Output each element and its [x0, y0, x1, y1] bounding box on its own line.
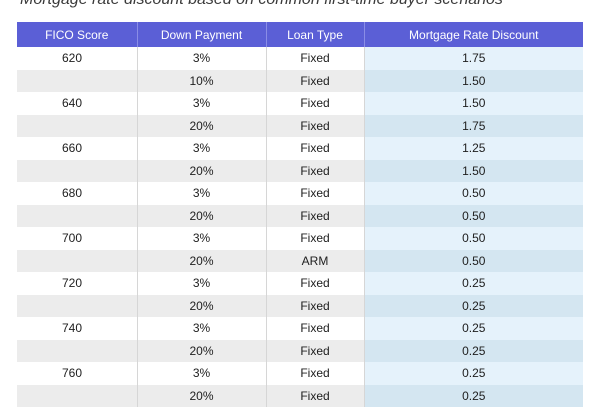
rate-discount-cell: 0.25 — [364, 295, 583, 318]
fico-score-cell — [17, 295, 137, 318]
rate-discount-cell: 0.25 — [364, 385, 583, 407]
down-payment-cell: 3% — [137, 182, 266, 205]
header-down-payment: Down Payment — [137, 22, 266, 47]
down-payment-cell: 3% — [137, 317, 266, 340]
down-payment-cell: 3% — [137, 362, 266, 385]
loan-type-cell: Fixed — [266, 272, 364, 295]
rate-discount-cell: 0.25 — [364, 317, 583, 340]
fico-score-cell — [17, 115, 137, 138]
loan-type-cell: Fixed — [266, 295, 364, 318]
rate-discount-cell: 1.50 — [364, 92, 583, 115]
loan-type-cell: Fixed — [266, 115, 364, 138]
down-payment-cell: 20% — [137, 115, 266, 138]
rate-discount-cell: 1.75 — [364, 115, 583, 138]
down-payment-cell: 3% — [137, 227, 266, 250]
loan-type-cell: Fixed — [266, 317, 364, 340]
fico-score-cell: 740 — [17, 317, 137, 340]
loan-type-cell: Fixed — [266, 340, 364, 363]
fico-score-cell: 760 — [17, 362, 137, 385]
rate-discount-table: FICO Score Down Payment Loan Type Mortga… — [17, 22, 583, 407]
loan-type-cell: ARM — [266, 250, 364, 273]
down-payment-cell: 20% — [137, 385, 266, 407]
loan-type-cell: Fixed — [266, 385, 364, 407]
down-payment-cell: 20% — [137, 160, 266, 183]
rate-discount-cell: 0.25 — [364, 362, 583, 385]
fico-score-cell — [17, 70, 137, 93]
fico-score-cell: 680 — [17, 182, 137, 205]
loan-type-cell: Fixed — [266, 92, 364, 115]
down-payment-cell: 20% — [137, 250, 266, 273]
fico-score-cell: 660 — [17, 137, 137, 160]
rate-discount-cell: 1.50 — [364, 160, 583, 183]
down-payment-cell: 3% — [137, 92, 266, 115]
header-loan-type: Loan Type — [266, 22, 364, 47]
down-payment-cell: 3% — [137, 272, 266, 295]
down-payment-cell: 3% — [137, 47, 266, 70]
loan-type-cell: Fixed — [266, 70, 364, 93]
fico-score-cell: 620 — [17, 47, 137, 70]
down-payment-cell: 3% — [137, 137, 266, 160]
fico-score-cell — [17, 160, 137, 183]
rate-discount-cell: 0.50 — [364, 250, 583, 273]
header-rate-discount: Mortgage Rate Discount — [364, 22, 583, 47]
header-fico-score: FICO Score — [17, 22, 137, 47]
loan-type-cell: Fixed — [266, 137, 364, 160]
fico-score-cell — [17, 340, 137, 363]
loan-type-cell: Fixed — [266, 160, 364, 183]
fico-score-cell — [17, 385, 137, 407]
down-payment-cell: 20% — [137, 295, 266, 318]
rate-discount-cell: 0.25 — [364, 272, 583, 295]
rate-discount-cell: 1.50 — [364, 70, 583, 93]
down-payment-cell: 20% — [137, 340, 266, 363]
rate-discount-cell: 1.25 — [364, 137, 583, 160]
fico-score-cell: 720 — [17, 272, 137, 295]
loan-type-cell: Fixed — [266, 362, 364, 385]
loan-type-cell: Fixed — [266, 205, 364, 228]
rate-discount-cell: 0.50 — [364, 182, 583, 205]
fico-score-cell: 700 — [17, 227, 137, 250]
loan-type-cell: Fixed — [266, 47, 364, 70]
loan-type-cell: Fixed — [266, 182, 364, 205]
rate-discount-cell: 0.50 — [364, 227, 583, 250]
fico-score-cell: 640 — [17, 92, 137, 115]
table-header-row: FICO Score Down Payment Loan Type Mortga… — [17, 22, 583, 47]
loan-type-cell: Fixed — [266, 227, 364, 250]
rate-discount-cell: 0.50 — [364, 205, 583, 228]
fico-score-cell — [17, 205, 137, 228]
rate-discount-cell: 0.25 — [364, 340, 583, 363]
fico-score-cell — [17, 250, 137, 273]
rate-discount-cell: 1.75 — [364, 47, 583, 70]
table-caption: Mortgage rate discount based on common f… — [20, 0, 503, 9]
down-payment-cell: 20% — [137, 205, 266, 228]
down-payment-cell: 10% — [137, 70, 266, 93]
